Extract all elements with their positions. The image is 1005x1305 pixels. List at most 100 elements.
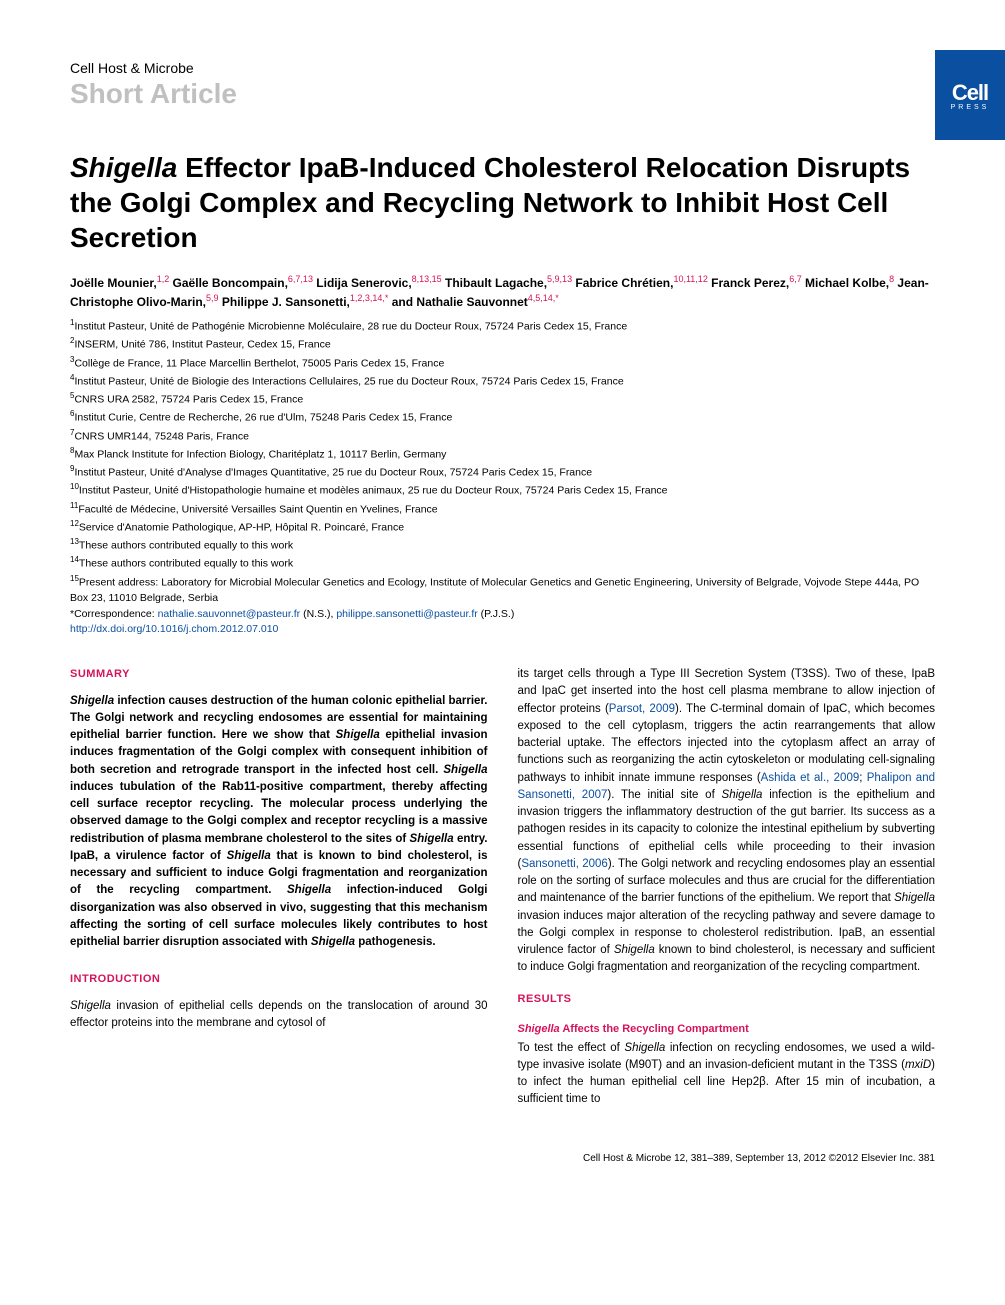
correspondence-email[interactable]: philippe.sansonetti@pasteur.fr	[336, 608, 477, 620]
italic-term: Shigella	[227, 850, 271, 862]
journal-name: Cell Host & Microbe	[70, 60, 935, 76]
author-name: Philippe J. Sansonetti,	[219, 295, 350, 309]
italic-term: Shigella	[614, 944, 655, 956]
header-left: Cell Host & Microbe Short Article	[70, 60, 935, 150]
intro-paragraph: Shigella invasion of epithelial cells de…	[70, 998, 488, 1033]
italic-term: Shigella	[410, 833, 454, 845]
footer-text: Cell Host & Microbe 12, 381–389, Septemb…	[583, 1153, 935, 1164]
author-name: Franck Perez,	[708, 276, 789, 290]
italic-term: Shigella	[443, 764, 487, 776]
results-heading: RESULTS	[518, 991, 936, 1008]
italic-term: Shigella	[311, 936, 355, 948]
author-name: Thibault Lagache,	[442, 276, 547, 290]
text: *Correspondence:	[70, 608, 158, 620]
author-name: Joëlle Mounier,	[70, 276, 157, 290]
affil-text: Institut Pasteur, Unité d'Histopathologi…	[79, 485, 668, 497]
author-name: Michael Kolbe,	[802, 276, 889, 290]
author-list: Joëlle Mounier,1,2 Gaëlle Boncompain,6,7…	[70, 273, 935, 311]
author-name: Gaëlle Boncompain,	[169, 276, 288, 290]
affil-number: 10	[70, 482, 79, 491]
affil-text: Max Planck Institute for Infection Biolo…	[74, 448, 446, 460]
italic-term: Shigella	[287, 884, 331, 896]
results-subheading: Shigella Affects the Recycling Compartme…	[518, 1021, 936, 1038]
italic-term: Shigella	[70, 1000, 111, 1012]
italic-term: Shigella	[624, 1042, 665, 1054]
author-affil-sup: 6,7,13	[288, 274, 313, 284]
reference-link[interactable]: Parsot, 2009	[609, 703, 675, 715]
affiliation-line: 13These authors contributed equally to t…	[70, 536, 935, 554]
text: (P.J.S.)	[478, 608, 515, 620]
affiliation-line: 3Collège de France, 11 Place Marcellin B…	[70, 354, 935, 372]
affil-text: CNRS URA 2582, 75724 Paris Cedex 15, Fra…	[74, 394, 303, 406]
col2-paragraph: its target cells through a Type III Secr…	[518, 666, 936, 977]
logo-sub-text: PRESS	[951, 104, 990, 111]
affiliation-line: 5CNRS URA 2582, 75724 Paris Cedex 15, Fr…	[70, 390, 935, 408]
title-italic-lead: Shigella	[70, 152, 177, 183]
author-affil-sup: 1,2	[157, 274, 170, 284]
correspondence-email[interactable]: nathalie.sauvonnet@pasteur.fr	[158, 608, 301, 620]
italic-term: Shigella	[336, 729, 380, 741]
text: ). The initial site of	[607, 789, 721, 801]
page-header: Cell Host & Microbe Short Article Cell P…	[70, 60, 935, 150]
author-affil-sup: 8,13,15	[412, 274, 442, 284]
affil-text: Institut Pasteur, Unité d'Analyse d'Imag…	[74, 467, 592, 479]
content-columns: SUMMARY Shigella infection causes destru…	[70, 666, 935, 1123]
affiliation-line: 12Service d'Anatomie Pathologique, AP-HP…	[70, 518, 935, 536]
title-rest: Effector IpaB-Induced Cholesterol Reloca…	[70, 152, 910, 253]
correspondence-line: *Correspondence: nathalie.sauvonnet@past…	[70, 607, 935, 623]
author-affil-sup: 1,2,3,14,*	[350, 293, 389, 303]
author-affil-sup: 10,11,12	[673, 274, 707, 284]
article-type: Short Article	[70, 78, 935, 110]
italic-term: Shigella	[70, 695, 114, 707]
affil-text: Institut Curie, Centre de Recherche, 26 …	[74, 412, 452, 424]
italic-term: mxiD	[905, 1059, 931, 1071]
author-affil-sup: 5,9,13	[547, 274, 572, 284]
author-affil-sup: 4,5,14,*	[528, 293, 559, 303]
affiliation-line: 6Institut Curie, Centre de Recherche, 26…	[70, 408, 935, 426]
text: To test the effect of	[518, 1042, 625, 1054]
affil-text: These authors contributed equally to thi…	[79, 558, 293, 570]
affiliation-line: 11Faculté de Médecine, Université Versai…	[70, 500, 935, 518]
affil-text: CNRS UMR144, 75248 Paris, France	[74, 430, 249, 442]
reference-link[interactable]: Ashida et al., 2009	[761, 772, 860, 784]
affil-text: Institut Pasteur, Unité de Biologie des …	[74, 375, 623, 387]
affiliation-line: 9Institut Pasteur, Unité d'Analyse d'Ima…	[70, 463, 935, 481]
article-title: Shigella Effector IpaB-Induced Cholester…	[70, 150, 935, 255]
italic-term: Shigella	[894, 892, 935, 904]
results-paragraph: To test the effect of Shigella infection…	[518, 1040, 936, 1109]
introduction-heading: INTRODUCTION	[70, 971, 488, 988]
affil-number: 14	[70, 555, 79, 564]
affiliation-line: 15Present address: Laboratory for Microb…	[70, 573, 935, 607]
affil-text: INSERM, Unité 786, Institut Pasteur, Ced…	[74, 339, 330, 351]
summary-text: Shigella infection causes destruction of…	[70, 693, 488, 952]
author-name: Fabrice Chrétien,	[572, 276, 673, 290]
logo-main-text: Cell	[952, 80, 988, 106]
text: pathogenesis.	[355, 936, 436, 948]
right-column: its target cells through a Type III Secr…	[518, 666, 936, 1123]
affiliation-line: 14These authors contributed equally to t…	[70, 554, 935, 572]
affil-text: Institut Pasteur, Unité de Pathogénie Mi…	[74, 321, 627, 333]
author-affil-sup: 6,7	[789, 274, 802, 284]
left-column: SUMMARY Shigella infection causes destru…	[70, 666, 488, 1123]
italic-term: Shigella	[722, 789, 763, 801]
affiliation-line: 8Max Planck Institute for Infection Biol…	[70, 445, 935, 463]
summary-heading: SUMMARY	[70, 666, 488, 683]
affil-text: Service d'Anatomie Pathologique, AP-HP, …	[79, 521, 404, 533]
author-name: Lidija Senerovic,	[313, 276, 412, 290]
affil-text: Faculté de Médecine, Université Versaill…	[78, 503, 437, 515]
affil-number: 12	[70, 519, 79, 528]
text: ;	[859, 772, 867, 784]
doi-line[interactable]: http://dx.doi.org/10.1016/j.chom.2012.07…	[70, 622, 935, 638]
reference-link[interactable]: Sansonetti, 2006	[521, 858, 607, 870]
author-affil-sup: 5,9	[206, 293, 219, 303]
affil-text: Collège de France, 11 Place Marcellin Be…	[74, 357, 444, 369]
affiliation-line: 2INSERM, Unité 786, Institut Pasteur, Ce…	[70, 335, 935, 353]
subhead-italic: Shigella	[518, 1023, 560, 1035]
affiliation-line: 10Institut Pasteur, Unité d'Histopatholo…	[70, 481, 935, 499]
affiliation-line: 1Institut Pasteur, Unité de Pathogénie M…	[70, 317, 935, 335]
text: invasion of epithelial cells depends on …	[70, 1000, 488, 1029]
affil-text: These authors contributed equally to thi…	[79, 540, 293, 552]
affil-text: Present address: Laboratory for Microbia…	[70, 576, 919, 604]
affiliations-block: 1Institut Pasteur, Unité de Pathogénie M…	[70, 317, 935, 638]
page-footer: Cell Host & Microbe 12, 381–389, Septemb…	[70, 1153, 935, 1164]
